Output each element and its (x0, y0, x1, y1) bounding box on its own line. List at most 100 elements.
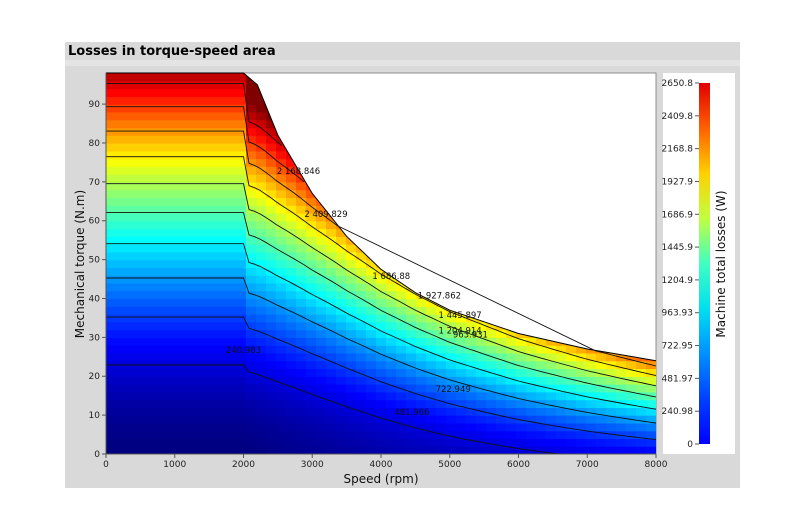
field-cell (226, 329, 237, 338)
field-cell (426, 345, 437, 354)
field-cell (416, 368, 427, 377)
field-cell (476, 329, 487, 338)
field-cell (626, 391, 637, 401)
field-cell (376, 399, 387, 408)
field-cell (376, 368, 387, 377)
field-cell (356, 267, 367, 276)
field-cell (116, 251, 127, 261)
field-cell (216, 96, 227, 105)
field-cell (276, 391, 287, 401)
field-cell (426, 422, 437, 432)
field-cell (256, 166, 267, 175)
field-cell (466, 352, 477, 362)
field-cell (246, 399, 257, 408)
field-cell (286, 391, 297, 401)
field-cell (126, 352, 137, 362)
field-cell (526, 337, 537, 346)
field-cell (266, 399, 277, 408)
field-cell (356, 438, 367, 447)
field-cell (296, 415, 307, 424)
field-cell (136, 251, 147, 261)
field-cell (166, 197, 177, 206)
field-cell (576, 345, 587, 354)
field-cell (286, 189, 297, 198)
field-cell (176, 174, 187, 183)
field-cell (136, 228, 147, 237)
field-cell (336, 298, 347, 307)
field-cell (166, 368, 177, 377)
field-cell (306, 298, 317, 307)
field-cell (276, 213, 287, 222)
field-cell (476, 345, 487, 354)
field-cell (256, 197, 267, 206)
field-cell (276, 150, 287, 160)
field-cell (266, 197, 277, 206)
field-cell (206, 135, 217, 144)
field-cell (486, 399, 497, 408)
field-cell (376, 290, 387, 300)
field-cell (346, 368, 357, 377)
field-cell (386, 298, 397, 307)
field-cell (186, 267, 197, 276)
field-cell (256, 143, 267, 152)
field-cell (136, 446, 147, 454)
colorbar-tick-label: 2409.8 (662, 112, 694, 122)
field-cell (376, 422, 387, 432)
field-cell (166, 174, 177, 183)
field-cell (316, 399, 327, 408)
field-cell (286, 174, 297, 183)
field-cell (126, 158, 137, 167)
field-cell (526, 391, 537, 401)
field-cell (316, 446, 327, 454)
field-cell (116, 189, 127, 198)
field-cell (366, 314, 377, 323)
field-cell (126, 88, 137, 97)
field-cell (166, 244, 177, 253)
field-cell (156, 111, 167, 121)
field-cell (166, 329, 177, 338)
field-cell (456, 438, 467, 447)
field-cell (176, 415, 187, 424)
field-cell (276, 360, 287, 370)
field-cell (216, 438, 227, 447)
field-cell (396, 415, 407, 424)
field-cell (166, 415, 177, 424)
field-cell (476, 321, 487, 331)
field-cell (356, 368, 367, 377)
field-cell (376, 376, 387, 385)
field-cell (186, 415, 197, 424)
field-cell (286, 275, 297, 284)
field-cell (176, 213, 187, 222)
field-cell (626, 360, 637, 370)
contour-line (106, 183, 657, 387)
field-cell (286, 259, 297, 268)
field-cell (276, 158, 287, 167)
field-cell (156, 345, 167, 354)
field-cell (366, 298, 377, 307)
field-cell (586, 446, 597, 454)
field-cell (346, 244, 357, 253)
field-cell (416, 438, 427, 447)
field-cell (126, 111, 137, 121)
field-cell (196, 88, 207, 97)
field-cell (136, 104, 147, 113)
field-cell (106, 119, 117, 129)
field-cell (266, 446, 277, 454)
field-cell (236, 189, 247, 198)
field-cell (216, 73, 227, 82)
field-cell (186, 205, 197, 214)
field-cell (106, 251, 117, 261)
field-cell (336, 407, 347, 416)
field-cell (236, 80, 247, 90)
field-cell (286, 352, 297, 362)
field-cell (336, 267, 347, 276)
field-cell (266, 275, 277, 284)
field-cell (596, 407, 607, 416)
field-cell (286, 368, 297, 377)
field-cell (306, 422, 317, 432)
field-cell (176, 197, 187, 206)
field-cell (296, 438, 307, 447)
field-cell (126, 213, 137, 222)
field-cell (216, 275, 227, 284)
field-cell (206, 158, 217, 167)
